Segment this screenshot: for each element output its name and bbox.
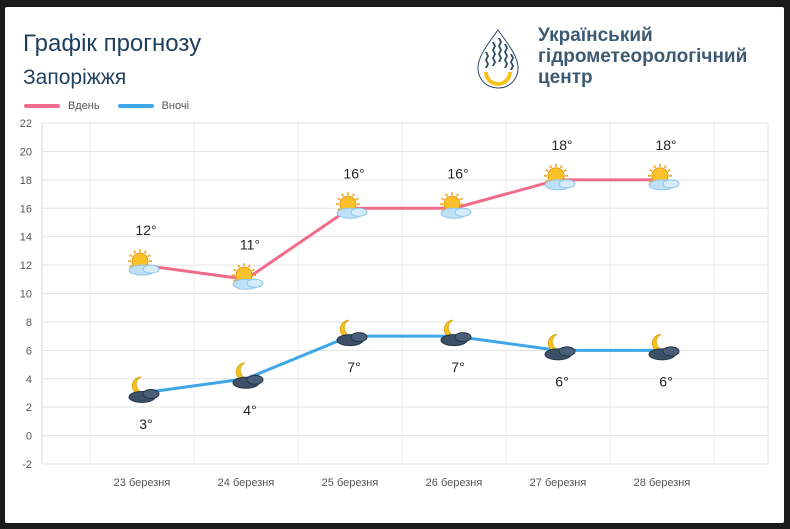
moon-cloud-icon: [648, 333, 680, 361]
day-temp-label: 16°: [447, 165, 468, 181]
legend-label-day: Вдень: [68, 100, 100, 112]
day-temp-label: 18°: [655, 137, 676, 153]
y-tick-label: 10: [20, 289, 32, 301]
y-tick-label: 16: [20, 203, 32, 215]
x-tick-label: 27 березня: [530, 477, 587, 489]
y-tick-label: 22: [20, 118, 32, 130]
y-tick-label: 2: [26, 402, 32, 414]
moon-cloud-icon: [128, 376, 160, 403]
moon-cloud-icon: [336, 319, 368, 347]
page-title: Графік прогнозу: [23, 30, 202, 57]
y-tick-label: 4: [26, 374, 32, 386]
night-temp-label: 6°: [659, 373, 672, 389]
y-tick-label: -2: [22, 459, 32, 471]
moon-cloud-icon: [232, 362, 264, 389]
night-temp-label: 3°: [139, 416, 152, 432]
day-temp-label: 11°: [240, 236, 260, 252]
legend-swatch-day: [24, 104, 60, 108]
ukrhydromet-logo-icon: [477, 29, 519, 89]
sun-cloud-icon: [128, 249, 160, 276]
moon-cloud-icon: [544, 333, 576, 361]
legend-label-night: Вночі: [161, 100, 190, 112]
legend-swatch-night: [117, 104, 154, 108]
legend-item-day[interactable]: Вдень: [24, 100, 100, 112]
sun-cloud-icon: [232, 263, 264, 290]
org-line-1: Український: [538, 25, 653, 46]
x-tick-label: 25 березня: [322, 477, 379, 489]
night-temp-label: 6°: [555, 373, 568, 389]
day-temp-label: 18°: [551, 137, 572, 153]
y-tick-label: 0: [26, 431, 32, 443]
sun-cloud-icon: [544, 163, 576, 191]
y-tick-label: 20: [20, 146, 32, 158]
org-line-2: гідрометеорологічний: [538, 46, 748, 67]
night-temp-label: 4°: [243, 402, 256, 418]
y-tick-label: 8: [26, 317, 32, 329]
y-tick-label: 14: [20, 232, 32, 244]
y-tick-label: 12: [20, 260, 32, 272]
y-tick-label: 6: [26, 345, 32, 357]
sun-cloud-icon: [336, 192, 368, 219]
day-temp-label: 16°: [343, 165, 364, 181]
org-line-3: центр: [538, 67, 593, 88]
chart-legend: Вдень Вночі: [24, 100, 207, 112]
city-name: Запоріжжя: [23, 66, 127, 89]
day-temp-label: 12°: [135, 222, 156, 238]
sun-cloud-icon: [648, 163, 680, 191]
legend-item-night[interactable]: Вночі: [117, 100, 190, 112]
x-tick-label: 26 березня: [426, 477, 483, 489]
sun-cloud-icon: [440, 192, 472, 219]
x-tick-label: 28 березня: [634, 477, 691, 489]
day-series-line: [141, 178, 662, 281]
x-tick-label: 23 березня: [114, 477, 171, 489]
moon-cloud-icon: [440, 319, 472, 347]
y-tick-label: 18: [20, 175, 32, 187]
x-tick-label: 24 березня: [218, 477, 275, 489]
night-temp-label: 7°: [451, 359, 464, 375]
organization-name: Український гідрометеорологічний центр: [538, 25, 747, 88]
night-temp-label: 7°: [347, 359, 360, 375]
